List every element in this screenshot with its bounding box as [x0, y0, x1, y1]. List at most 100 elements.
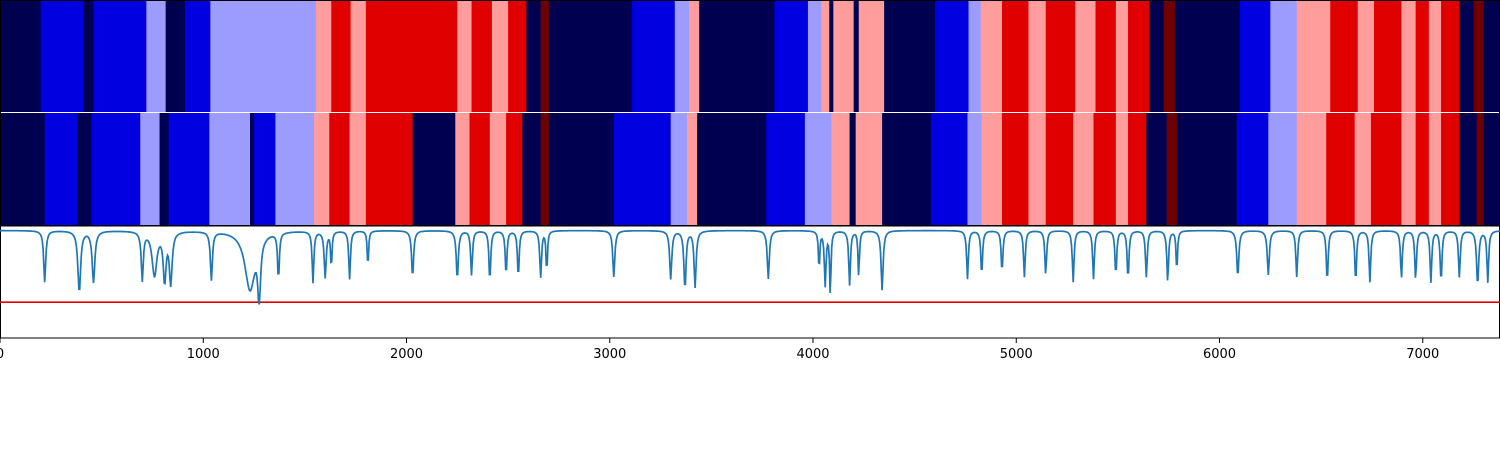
heatmap-cell [140, 113, 161, 225]
heatmap-cell [329, 113, 351, 225]
heatmap-cell [489, 113, 507, 225]
heatmap-cell [1428, 113, 1442, 225]
x-tick-label: 1000 [187, 347, 220, 362]
heatmap-cell [365, 113, 414, 225]
heatmap-cell [455, 113, 471, 225]
heatmap-cell [548, 0, 633, 112]
heatmap-cell [1441, 0, 1460, 112]
x-tick-label: 6000 [1203, 347, 1236, 362]
heatmap-cell [469, 113, 491, 225]
heatmap-cell [1115, 0, 1129, 112]
heatmap-cell [1357, 0, 1375, 112]
heatmap-cell [697, 113, 767, 225]
heatmap-cell [1476, 113, 1485, 225]
heatmap-cell [1473, 0, 1485, 112]
heatmap-cell [1128, 0, 1150, 112]
heatmap-cell [165, 0, 186, 112]
heatmap-cell [1354, 113, 1372, 225]
heatmap-cell [184, 0, 211, 112]
heatmap-cell [365, 0, 458, 112]
heatmap-cell [829, 0, 834, 112]
heatmap-cell [1415, 0, 1430, 112]
heatmap-cell [1459, 0, 1475, 112]
heatmap-cell [849, 113, 857, 225]
heatmap-cell [1459, 113, 1478, 225]
heatmap-cell [807, 0, 822, 112]
heatmap-cell [853, 0, 860, 112]
heatmap-cell [159, 113, 170, 225]
heatmap-cell [613, 113, 672, 225]
heatmap-cell [1166, 113, 1178, 225]
heatmap-cell [1296, 0, 1331, 112]
heatmap-cell [831, 113, 851, 225]
heatmap-cell [930, 113, 969, 225]
heatmap-cell [632, 0, 676, 112]
heatmap-cell [44, 113, 78, 225]
heatmap-cell [540, 0, 550, 112]
heatmap-cell [93, 0, 147, 112]
heatmap-cell [1093, 113, 1117, 225]
heatmap-cell [1174, 0, 1241, 112]
heatmap-cell [250, 113, 255, 225]
x-tick-label: 7000 [1406, 347, 1439, 362]
heatmap-cell [1370, 113, 1403, 225]
heatmap-cell [471, 0, 493, 112]
heatmap-cell [1002, 0, 1030, 112]
trace-panel [0, 225, 1500, 339]
heatmap-cell [981, 113, 1003, 225]
heatmap-cell [833, 0, 855, 112]
heatmap-cell [209, 113, 251, 225]
heatmap-cell [884, 0, 936, 112]
heatmap-cell [858, 0, 885, 112]
heatmap-cell [1149, 0, 1165, 112]
heatmap-cell [40, 0, 84, 112]
heatmap-cell [314, 113, 330, 225]
heatmap-cell [1045, 113, 1074, 225]
heatmap-cell [1330, 0, 1359, 112]
heatmap-cell [1095, 0, 1117, 112]
heatmap-cell [1326, 113, 1356, 225]
heatmap-cell [1296, 113, 1327, 225]
x-tick-label: 0 [0, 347, 4, 362]
heatmap-cell [210, 0, 317, 112]
heatmap-cell [146, 0, 167, 112]
heatmap-cell [968, 0, 982, 112]
heatmap-cell [508, 0, 528, 112]
heatmap-cell [1483, 113, 1500, 225]
heatmap-cell [1028, 0, 1047, 112]
heatmap-cell [1268, 113, 1298, 225]
heatmap-cell [1028, 113, 1047, 225]
heatmap-track-top [0, 0, 1500, 112]
heatmap-cell [689, 0, 700, 112]
heatmap-cell [821, 0, 830, 112]
heatmap-cell [674, 0, 690, 112]
heatmap-cell [1401, 113, 1417, 225]
heatmap-cell [506, 113, 523, 225]
heatmap-cell [1483, 0, 1500, 112]
heatmap-cell [1441, 113, 1460, 225]
heatmap-cell [1002, 113, 1030, 225]
heatmap-cell [804, 113, 832, 225]
heatmap-cell [686, 113, 698, 225]
heatmap-cell [1373, 0, 1403, 112]
heatmap-cell [526, 0, 542, 112]
heatmap-cell [168, 113, 210, 225]
heatmap-cell [254, 113, 277, 225]
x-tick-label: 5000 [1000, 347, 1033, 362]
heatmap-cell [1236, 113, 1269, 225]
heatmap-cell [91, 113, 141, 225]
x-axis: 0 1000 2000 3000 4000 5000 6000 7000 [0, 338, 1439, 362]
heatmap-cell [1401, 0, 1417, 112]
heatmap-cell [349, 113, 367, 225]
heatmap-cell [1270, 0, 1298, 112]
heatmap-cell [1075, 0, 1097, 112]
heatmap-cell [1115, 113, 1129, 225]
heatmap-cell [774, 0, 809, 112]
heatmap-cell [934, 0, 970, 112]
heatmap-cell [331, 0, 352, 112]
heatmap-cell [1163, 0, 1176, 112]
heatmap-cell [1073, 113, 1095, 225]
heatmap-cell [412, 113, 456, 225]
heatmap-cell [77, 113, 93, 225]
heatmap-cell [548, 113, 615, 225]
